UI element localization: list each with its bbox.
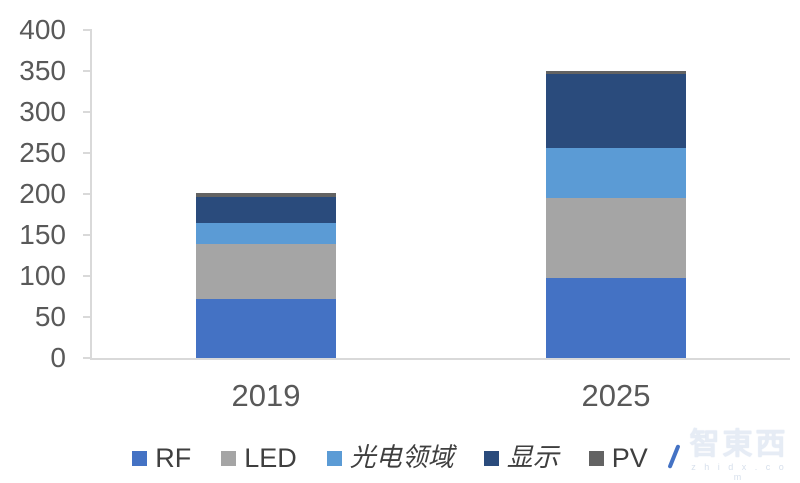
bar-segment-2025-光电领域	[546, 148, 686, 199]
bar-segment-2019-PV	[196, 193, 336, 198]
legend-swatch-icon	[588, 450, 604, 466]
y-axis-tick-label: 50	[34, 301, 66, 332]
bar-segment-2025-LED	[546, 198, 686, 279]
bar-segment-2019-显示	[196, 197, 336, 223]
legend-item-LED: LED	[221, 442, 297, 473]
watermark: 智東西 z h i d x . c o m	[667, 427, 794, 482]
bar-segment-2025-显示	[546, 74, 686, 149]
y-axis-tick-mark	[83, 111, 92, 113]
y-axis-tick-mark	[83, 316, 92, 318]
y-axis-tick-mark	[83, 357, 92, 359]
watermark-url-text: z h i d x . c o m	[691, 462, 787, 482]
legend-item-PV: PV	[588, 442, 648, 473]
y-axis-tick-label: 100	[19, 260, 66, 291]
y-axis-tick-label: 350	[19, 55, 66, 86]
y-axis-tick-mark	[83, 234, 92, 236]
legend-label: LED	[244, 442, 297, 473]
y-axis-tick-label: 150	[19, 219, 66, 250]
legend-item-显示: 显示	[483, 443, 559, 473]
legend-item-光电领域: 光电领域	[326, 443, 454, 473]
y-axis-tick-label: 200	[19, 178, 66, 209]
y-axis-tick-label: 300	[19, 96, 66, 127]
bar-segment-2025-RF	[546, 278, 686, 358]
legend-label: 光电领域	[349, 443, 454, 473]
x-axis-category-label: 2025	[581, 378, 651, 413]
y-axis-tick-label: 250	[19, 137, 66, 168]
chart-legend: RF LED 光电领域 显示 PV	[0, 441, 780, 475]
legend-label: 显示	[506, 443, 559, 473]
legend-swatch-icon	[326, 450, 342, 466]
bar-segment-2019-LED	[196, 244, 336, 299]
y-axis-tick-label: 0	[50, 342, 66, 373]
bar-segment-2025-PV	[546, 71, 686, 75]
y-axis-line	[90, 30, 92, 360]
y-axis-tick-mark	[83, 275, 92, 277]
y-axis-tick-mark	[83, 29, 92, 31]
bar-segment-2019-RF	[196, 298, 336, 358]
x-axis-line	[90, 358, 790, 360]
x-axis-category-label: 2019	[231, 378, 301, 413]
bar-segment-2019-光电领域	[196, 222, 336, 244]
y-axis-tick-label: 400	[19, 14, 66, 45]
y-axis-tick-mark	[83, 152, 92, 154]
legend-item-RF: RF	[132, 442, 192, 473]
legend-swatch-icon	[483, 450, 499, 466]
watermark-logo-text: 智東西	[689, 427, 789, 462]
y-axis-tick-mark	[83, 70, 92, 72]
legend-swatch-icon	[132, 450, 148, 466]
legend-swatch-icon	[221, 450, 237, 466]
legend-label: PV	[611, 442, 648, 473]
y-axis-tick-mark	[83, 193, 92, 195]
legend-label: RF	[155, 442, 192, 473]
